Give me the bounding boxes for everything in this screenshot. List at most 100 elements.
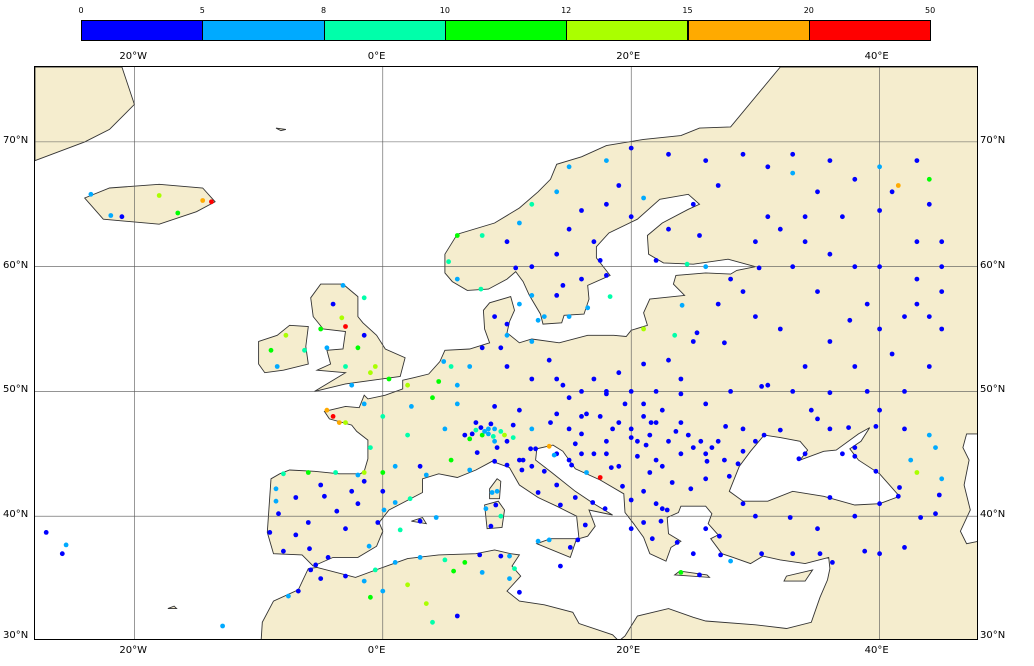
station-point[interactable]: [590, 500, 596, 505]
station-point[interactable]: [622, 401, 628, 407]
station-point[interactable]: [397, 527, 403, 533]
station-point[interactable]: [273, 498, 279, 504]
station-point[interactable]: [604, 273, 609, 278]
station-point[interactable]: [59, 551, 65, 557]
station-point[interactable]: [454, 401, 460, 407]
station-point[interactable]: [554, 293, 560, 298]
station-point[interactable]: [467, 364, 473, 369]
station-point[interactable]: [324, 345, 330, 351]
station-point[interactable]: [430, 395, 435, 401]
station-point[interactable]: [498, 429, 504, 434]
station-point[interactable]: [902, 314, 907, 319]
station-point[interactable]: [684, 261, 690, 267]
station-point[interactable]: [558, 563, 563, 569]
station-point[interactable]: [584, 411, 589, 417]
station-point[interactable]: [902, 426, 907, 432]
station-point[interactable]: [333, 470, 338, 475]
station-point[interactable]: [529, 426, 535, 432]
station-point[interactable]: [582, 522, 588, 528]
station-point[interactable]: [486, 426, 491, 432]
station-point[interactable]: [488, 523, 494, 529]
station-point[interactable]: [200, 198, 206, 203]
station-point[interactable]: [490, 434, 496, 439]
station-point[interactable]: [392, 560, 398, 565]
station-point[interactable]: [504, 438, 510, 444]
station-point[interactable]: [902, 545, 907, 550]
station-point[interactable]: [616, 183, 622, 188]
station-point[interactable]: [678, 420, 684, 425]
station-point[interactable]: [283, 332, 289, 338]
station-point[interactable]: [703, 401, 709, 407]
station-point[interactable]: [690, 445, 696, 450]
station-point[interactable]: [672, 332, 678, 338]
station-point[interactable]: [628, 526, 634, 532]
station-point[interactable]: [648, 420, 654, 425]
station-point[interactable]: [756, 265, 762, 271]
station-point[interactable]: [433, 515, 439, 520]
station-point[interactable]: [787, 515, 793, 520]
station-point[interactable]: [330, 301, 336, 307]
station-point[interactable]: [349, 382, 355, 388]
station-point[interactable]: [513, 265, 519, 271]
station-point[interactable]: [541, 468, 547, 474]
station-point[interactable]: [628, 426, 634, 432]
station-point[interactable]: [380, 470, 386, 475]
station-point[interactable]: [709, 445, 715, 450]
station-point[interactable]: [659, 407, 665, 413]
station-point[interactable]: [616, 420, 622, 425]
station-point[interactable]: [753, 513, 758, 519]
station-point[interactable]: [175, 210, 181, 216]
station-point[interactable]: [494, 445, 500, 450]
station-point[interactable]: [815, 189, 820, 195]
station-point[interactable]: [647, 470, 653, 475]
station-point[interactable]: [502, 432, 507, 438]
station-point[interactable]: [529, 463, 535, 469]
station-point[interactable]: [381, 507, 387, 513]
station-point[interactable]: [584, 470, 589, 475]
station-point[interactable]: [349, 488, 355, 494]
station-point[interactable]: [685, 432, 691, 438]
station-point[interactable]: [417, 463, 423, 469]
station-point[interactable]: [653, 420, 659, 425]
station-point[interactable]: [926, 364, 932, 369]
station-point[interactable]: [802, 239, 808, 245]
station-point[interactable]: [628, 214, 634, 220]
station-point[interactable]: [492, 438, 497, 444]
station-point[interactable]: [566, 164, 572, 170]
station-point[interactable]: [728, 558, 733, 564]
station-point[interactable]: [653, 258, 659, 263]
station-point[interactable]: [483, 506, 489, 512]
station-point[interactable]: [579, 389, 584, 394]
station-point[interactable]: [591, 376, 597, 382]
station-point[interactable]: [877, 407, 882, 413]
station-point[interactable]: [554, 376, 560, 382]
station-point[interactable]: [448, 457, 454, 463]
station-point[interactable]: [308, 567, 314, 573]
station-point[interactable]: [436, 379, 442, 384]
map-panel[interactable]: [34, 66, 978, 640]
station-point[interactable]: [918, 515, 923, 520]
station-point[interactable]: [156, 193, 162, 198]
station-point[interactable]: [877, 164, 882, 170]
station-point[interactable]: [566, 226, 572, 232]
station-point[interactable]: [628, 145, 634, 151]
station-point[interactable]: [517, 220, 522, 226]
station-point[interactable]: [926, 432, 932, 438]
station-point[interactable]: [473, 427, 479, 433]
station-point[interactable]: [643, 442, 649, 448]
station-point[interactable]: [740, 426, 746, 432]
station-point[interactable]: [423, 472, 429, 478]
station-point[interactable]: [454, 276, 460, 282]
station-point[interactable]: [488, 421, 494, 427]
station-point[interactable]: [877, 264, 882, 270]
station-point[interactable]: [566, 395, 572, 401]
station-point[interactable]: [666, 226, 671, 232]
station-point[interactable]: [616, 370, 622, 376]
station-point[interactable]: [372, 364, 378, 369]
station-point[interactable]: [926, 201, 932, 207]
station-point[interactable]: [852, 445, 858, 450]
station-point[interactable]: [339, 315, 345, 321]
station-point[interactable]: [368, 594, 373, 600]
station-point[interactable]: [852, 364, 858, 369]
station-point[interactable]: [313, 562, 319, 568]
